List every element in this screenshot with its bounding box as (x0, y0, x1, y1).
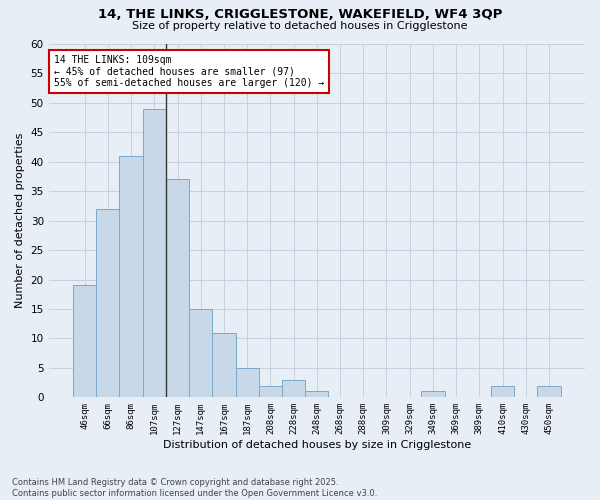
Text: 14 THE LINKS: 109sqm
← 45% of detached houses are smaller (97)
55% of semi-detac: 14 THE LINKS: 109sqm ← 45% of detached h… (54, 54, 324, 88)
Bar (421, 392, 445, 398)
Bar (212, 332, 236, 398)
Bar (236, 368, 259, 398)
Bar (143, 109, 166, 398)
Bar (119, 156, 143, 398)
Bar (96, 209, 119, 398)
Bar (73, 286, 96, 398)
Text: Contains HM Land Registry data © Crown copyright and database right 2025.
Contai: Contains HM Land Registry data © Crown c… (12, 478, 377, 498)
Bar (166, 180, 189, 398)
X-axis label: Distribution of detached houses by size in Crigglestone: Distribution of detached houses by size … (163, 440, 471, 450)
Bar (282, 380, 305, 398)
Bar (259, 386, 282, 398)
Bar (538, 386, 560, 398)
Bar (189, 309, 212, 398)
Y-axis label: Number of detached properties: Number of detached properties (15, 133, 25, 308)
Bar (491, 386, 514, 398)
Text: 14, THE LINKS, CRIGGLESTONE, WAKEFIELD, WF4 3QP: 14, THE LINKS, CRIGGLESTONE, WAKEFIELD, … (98, 8, 502, 20)
Bar (305, 392, 328, 398)
Text: Size of property relative to detached houses in Crigglestone: Size of property relative to detached ho… (132, 21, 468, 31)
